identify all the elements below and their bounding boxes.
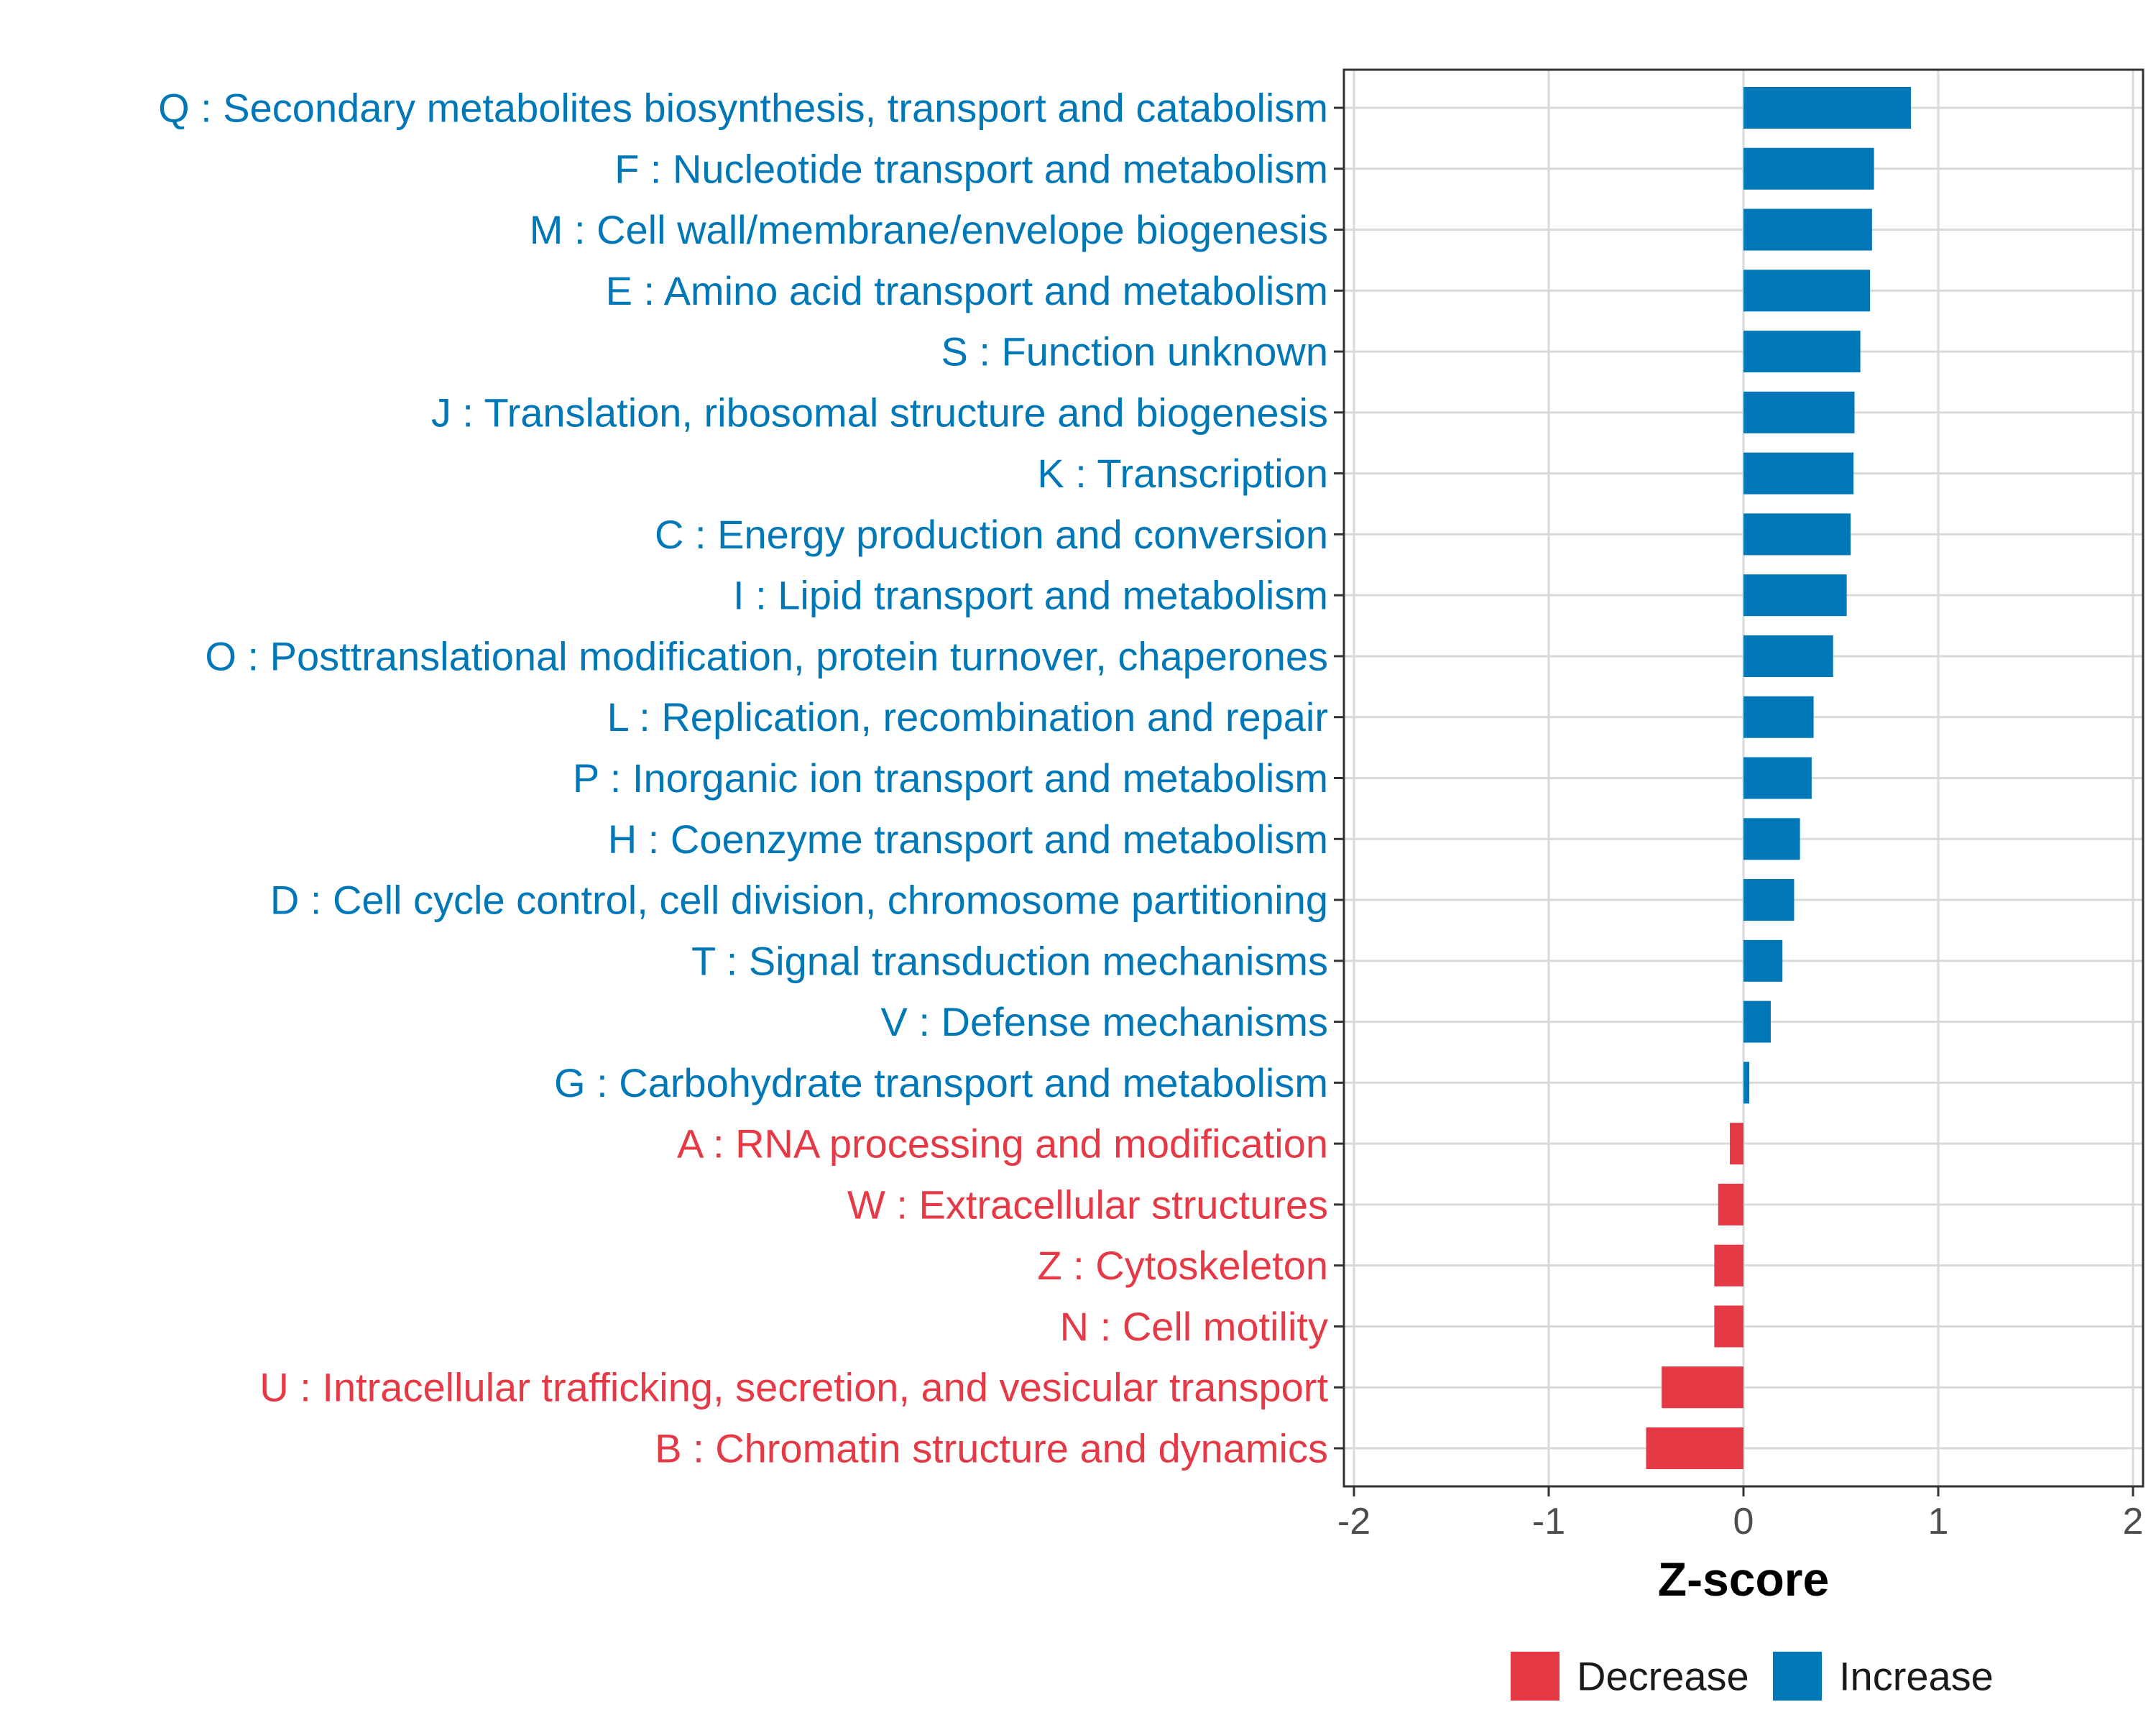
bar <box>1718 1183 1743 1225</box>
bar <box>1743 1000 1771 1043</box>
legend-swatch <box>1773 1652 1822 1701</box>
category-label: H : Coenzyme transport and metabolism <box>608 816 1328 862</box>
category-label: S : Function unknown <box>941 329 1328 374</box>
bar <box>1743 147 1874 190</box>
category-label: W : Extracellular structures <box>847 1182 1328 1227</box>
bar <box>1743 270 1871 312</box>
category-label: M : Cell wall/membrane/envelope biogenes… <box>530 207 1328 252</box>
bar <box>1743 513 1851 556</box>
category-label: U : Intracellular trafficking, secretion… <box>259 1365 1328 1410</box>
category-label: C : Energy production and conversion <box>655 512 1328 557</box>
x-axis-title: Z-score <box>1658 1552 1829 1606</box>
category-label: P : Inorganic ion transport and metaboli… <box>573 755 1328 801</box>
bar <box>1646 1427 1743 1469</box>
category-label: E : Amino acid transport and metabolism <box>606 268 1328 313</box>
bars <box>1646 87 1912 1469</box>
bar <box>1730 1123 1743 1165</box>
category-label: G : Carbohydrate transport and metabolis… <box>554 1060 1328 1105</box>
bar <box>1743 574 1847 617</box>
x-tick-label: 2 <box>2123 1501 2144 1542</box>
legend-label: Decrease <box>1577 1654 1749 1699</box>
category-label: L : Replication, recombination and repai… <box>607 694 1328 740</box>
x-tick-label: 0 <box>1733 1501 1754 1542</box>
x-tick-label: -2 <box>1337 1501 1370 1542</box>
category-label: K : Transcription <box>1037 451 1328 496</box>
category-label: J : Translation, ribosomal structure and… <box>431 390 1328 435</box>
category-label: T : Signal transduction mechanisms <box>691 938 1328 983</box>
bar <box>1743 208 1872 251</box>
bar <box>1743 87 1912 129</box>
legend: Decrease Increase <box>1511 1652 1994 1701</box>
category-label: N : Cell motility <box>1060 1304 1328 1349</box>
bar <box>1662 1366 1743 1409</box>
category-label: B : Chromatin structure and dynamics <box>655 1426 1328 1471</box>
bar <box>1743 696 1814 738</box>
x-tick-label: 1 <box>1928 1501 1949 1542</box>
bar <box>1714 1244 1743 1287</box>
category-label: Z : Cytoskeleton <box>1037 1243 1328 1288</box>
x-tick-label: -1 <box>1532 1501 1565 1542</box>
bar <box>1743 1062 1750 1104</box>
bar <box>1743 635 1833 677</box>
category-label: F : Nucleotide transport and metabolism <box>614 146 1328 191</box>
category-label: Q : Secondary metabolites biosynthesis, … <box>158 86 1328 131</box>
x-axis-ticks: -2 -1 0 1 2 <box>1337 1486 2144 1542</box>
bar <box>1743 939 1783 982</box>
bar <box>1743 452 1854 494</box>
legend-swatch <box>1511 1652 1560 1701</box>
bar <box>1743 757 1812 799</box>
bar <box>1743 879 1795 921</box>
bar <box>1714 1305 1743 1348</box>
category-label: O : Posttranslational modification, prot… <box>205 633 1328 678</box>
category-label: V : Defense mechanisms <box>881 999 1328 1044</box>
category-label: A : RNA processing and modification <box>677 1121 1328 1167</box>
category-label: D : Cell cycle control, cell division, c… <box>270 878 1328 923</box>
category-label: I : Lipid transport and metabolism <box>733 573 1328 618</box>
bar <box>1743 391 1855 433</box>
y-axis-ticks <box>1334 106 1344 1450</box>
bar <box>1743 818 1800 860</box>
legend-label: Increase <box>1839 1654 1994 1699</box>
bar <box>1743 331 1861 373</box>
y-axis-labels: Q : Secondary metabolites biosynthesis, … <box>158 86 1328 1471</box>
